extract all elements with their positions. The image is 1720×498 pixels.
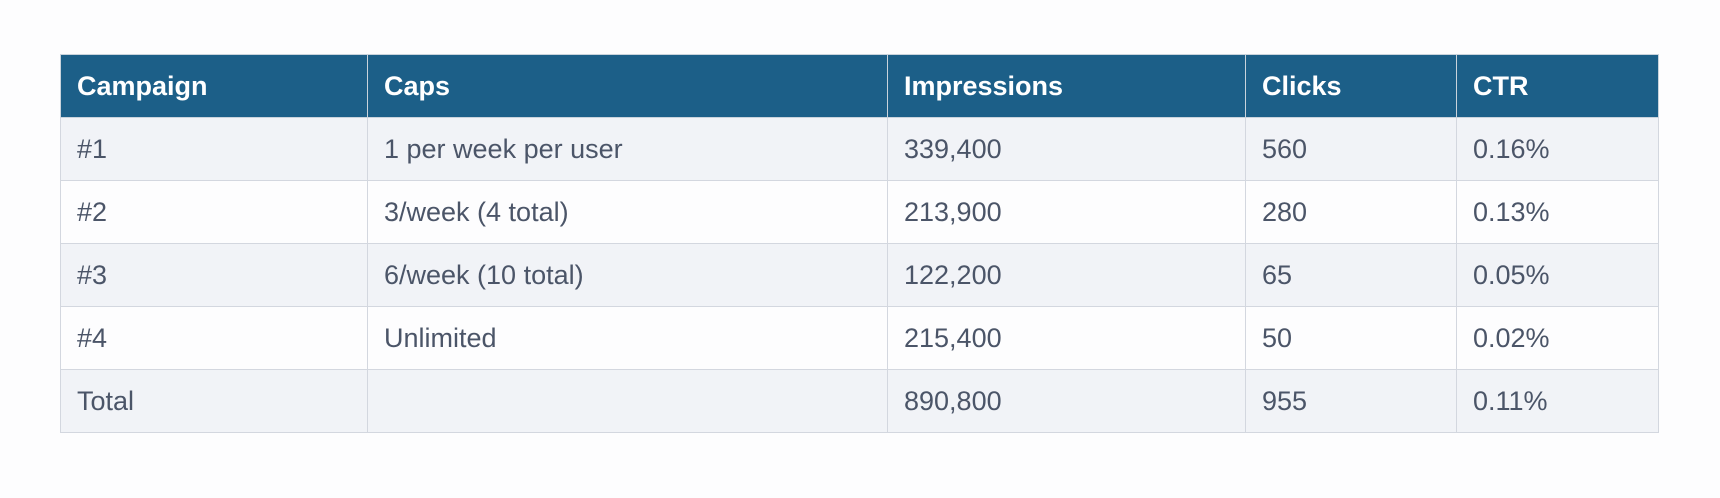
header-cell: Caps [367, 54, 888, 118]
table-cell: 0.05% [1456, 243, 1659, 307]
header-cell: Campaign [60, 54, 368, 118]
table-cell: 0.13% [1456, 180, 1659, 244]
table-cell: 339,400 [887, 117, 1246, 181]
table-body: #1 1 per week per user 339,400 560 0.16% #2 3/… [60, 117, 1659, 433]
table-cell: Total [60, 369, 368, 433]
header-cell: Impressions [887, 54, 1246, 118]
table-cell: 1 per week per user [367, 117, 888, 181]
table-cell: 0.11% [1456, 369, 1659, 433]
table-row: Total 890,800 955 0.11% [60, 369, 1659, 433]
table-cell: 50 [1245, 306, 1457, 370]
table-cell: #4 [60, 306, 368, 370]
table-cell: 955 [1245, 369, 1457, 433]
table-cell: 280 [1245, 180, 1457, 244]
table-cell: 6/week (10 total) [367, 243, 888, 307]
table-cell: 890,800 [887, 369, 1246, 433]
header-cell: CTR [1456, 54, 1659, 118]
data-table: Campaign Caps Impressions Clicks CTR #1 1 per… [60, 54, 1659, 433]
table-row: #1 1 per week per user 339,400 560 0.16% [60, 117, 1659, 181]
table-cell: #2 [60, 180, 368, 244]
header-cell: Clicks [1245, 54, 1457, 118]
table-row: #4 Unlimited 215,400 50 0.02% [60, 306, 1659, 370]
table-header: Campaign Caps Impressions Clicks CTR [60, 54, 1659, 118]
table-row: #2 3/week (4 total) 213,900 280 0.13% [60, 180, 1659, 244]
table-cell: 215,400 [887, 306, 1246, 370]
table-cell: #3 [60, 243, 368, 307]
header-row: Campaign Caps Impressions Clicks CTR [60, 54, 1659, 118]
table-cell [367, 369, 888, 433]
table-cell: 3/week (4 total) [367, 180, 888, 244]
table-cell: 65 [1245, 243, 1457, 307]
table-cell: 0.16% [1456, 117, 1659, 181]
table-cell: 213,900 [887, 180, 1246, 244]
table-cell: 560 [1245, 117, 1457, 181]
table-cell: 0.02% [1456, 306, 1659, 370]
table-cell: Unlimited [367, 306, 888, 370]
table-cell: #1 [60, 117, 368, 181]
table-row: #3 6/week (10 total) 122,200 65 0.05% [60, 243, 1659, 307]
table-cell: 122,200 [887, 243, 1246, 307]
